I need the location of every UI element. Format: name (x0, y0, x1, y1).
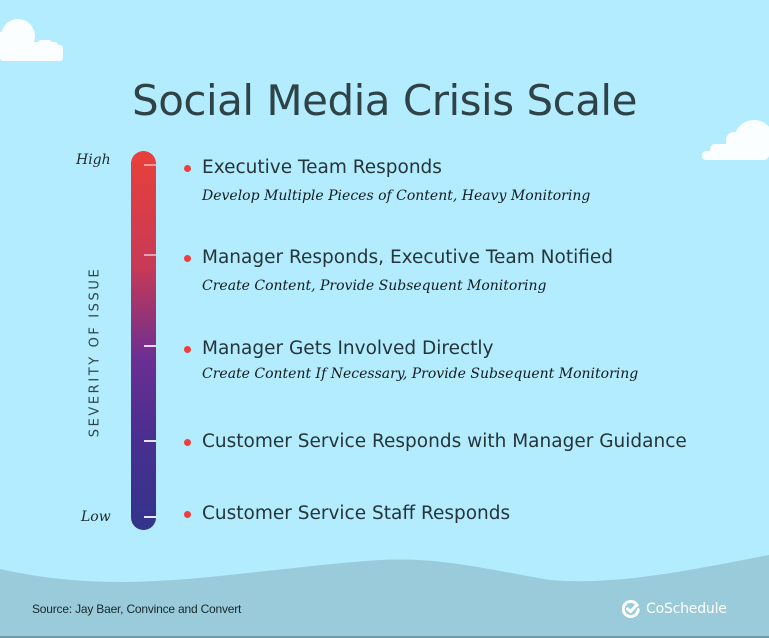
crisis-level-title: Manager Gets Involved Directly (202, 338, 494, 359)
crisis-level-title: Customer Service Staff Responds (202, 503, 511, 524)
crisis-level-title: Executive Team Responds (202, 157, 442, 178)
cloud-icon (0, 19, 63, 61)
bullet-icon (184, 346, 191, 353)
ground-wave (0, 555, 769, 638)
scale-tick (144, 440, 156, 442)
cloud-icon (702, 120, 769, 160)
scale-low-label: Low (81, 509, 111, 525)
crisis-level-subtitle: Create Content, Provide Subsequent Monit… (202, 278, 547, 294)
scale-tick (144, 516, 156, 518)
source-citation: Source: Jay Baer, Convince and Convert (32, 602, 242, 616)
severity-gradient-bar (131, 151, 156, 530)
brand-name: CoSchedule (646, 601, 727, 617)
scale-tick (144, 345, 156, 347)
brand-logo: CoSchedule (622, 598, 727, 620)
bottom-border (0, 636, 769, 638)
scale-high-label: High (76, 152, 111, 168)
crisis-level-subtitle: Develop Multiple Pieces of Content, Heav… (202, 188, 591, 204)
scale-tick (144, 254, 156, 256)
severity-axis-label: SEVERITY OF ISSUE (87, 266, 103, 438)
page-title: Social Media Crisis Scale (132, 76, 637, 126)
crisis-level-title: Manager Responds, Executive Team Notifie… (202, 247, 614, 268)
bullet-icon (184, 165, 191, 172)
crisis-level-subtitle: Create Content If Necessary, Provide Sub… (202, 366, 639, 382)
crisis-level-title: Customer Service Responds with Manager G… (202, 431, 687, 452)
scale-tick (144, 164, 156, 166)
bullet-icon (184, 255, 191, 262)
coschedule-check-icon (622, 600, 640, 618)
bullet-icon (184, 439, 191, 446)
bullet-icon (184, 511, 191, 518)
